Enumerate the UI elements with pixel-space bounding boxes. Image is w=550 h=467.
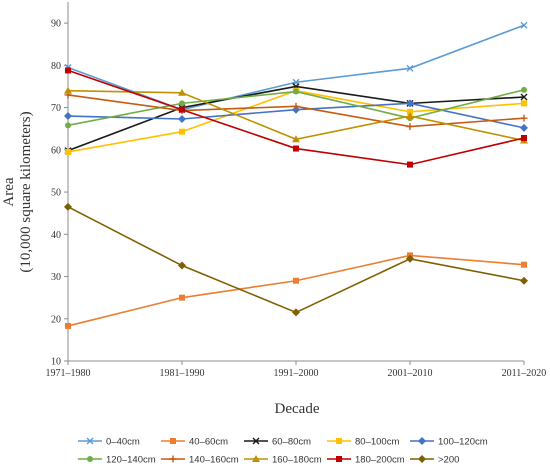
x-tick-label: 1971–1980: [46, 368, 91, 379]
data-point: [65, 322, 71, 329]
y-tick-label: 30: [51, 272, 61, 283]
legend-item: >200: [410, 455, 459, 466]
legend-item: 180–200cm: [327, 455, 405, 466]
data-point: [293, 145, 299, 152]
series: [64, 21, 528, 114]
x-tick-label: 2011–2020: [502, 368, 547, 379]
y-tick-labels: 10 20 30 40 50 60 70 80 90: [51, 19, 68, 368]
legend-swatch-marker: [418, 437, 426, 445]
y-axis-title-line-1: Area: [1, 177, 17, 206]
y-tick-label: 40: [51, 230, 61, 241]
legend-item: 80–100cm: [327, 437, 399, 448]
data-point: [293, 88, 299, 95]
legend-label: 160–180cm: [272, 455, 322, 466]
data-point: [179, 128, 185, 135]
x-tick-label: 1981–1990: [160, 368, 205, 379]
legend-label: 100–120cm: [438, 437, 488, 448]
data-point: [521, 86, 527, 93]
y-tick-label: 20: [51, 314, 61, 325]
data-point: [65, 67, 71, 74]
legend-label: 60–80cm: [272, 437, 311, 448]
data-point: [521, 134, 527, 141]
y-tick-label: 70: [51, 103, 61, 114]
data-point: [520, 114, 528, 122]
legend-swatch-marker: [87, 456, 93, 462]
x-axis-title: Decade: [275, 401, 320, 417]
data-point: [406, 99, 414, 108]
data-point: [292, 135, 300, 143]
y-tick-label: 10: [51, 357, 61, 368]
legend-item: 0–40cm: [78, 437, 140, 448]
series-layer: [64, 21, 528, 329]
data-point: [178, 114, 186, 123]
series-line: [67, 89, 525, 142]
legend-swatch-marker: [252, 455, 260, 462]
y-tick-label: 60: [51, 145, 61, 156]
series: [65, 67, 527, 168]
series-line: [67, 24, 525, 111]
y-tick-label: 50: [51, 188, 61, 199]
legend-label: 80–100cm: [355, 437, 399, 448]
data-point: [520, 21, 528, 29]
data-point: [64, 202, 72, 211]
legend-label: 140–160cm: [189, 455, 239, 466]
legend: 0–40cm 40–60cm 60–80cm 80–100cm 100–120cm 120…: [78, 437, 488, 466]
legend-label: 180–200cm: [355, 455, 405, 466]
legend-item: 40–60cm: [161, 437, 228, 448]
legend-swatch-marker: [169, 455, 177, 463]
y-axis-title: Area (10,000 square kilometers): [1, 111, 34, 272]
y-tick-label: 80: [51, 61, 61, 72]
series: [65, 87, 527, 155]
data-point: [406, 64, 414, 72]
legend-swatch-marker: [170, 438, 176, 444]
legend-swatch-marker: [336, 456, 342, 462]
data-point: [407, 108, 413, 115]
legend-swatch-marker: [252, 437, 260, 445]
data-point: [520, 123, 528, 132]
data-point: [292, 308, 300, 317]
series: [64, 86, 528, 144]
legend-label: 0–40cm: [106, 437, 140, 448]
y-axis-title-line-2: (10,000 square kilometers): [18, 111, 34, 272]
legend-item: 60–80cm: [244, 437, 311, 448]
data-point: [179, 106, 185, 113]
data-point: [293, 277, 299, 284]
series: [64, 202, 528, 317]
legend-item: 120–140cm: [78, 455, 156, 466]
data-point: [520, 276, 528, 285]
data-point: [406, 112, 414, 120]
legend-swatch-marker: [86, 437, 94, 445]
data-point: [520, 93, 528, 101]
data-point: [407, 161, 413, 168]
legend-swatch-marker: [418, 455, 426, 463]
legend-label: 40–60cm: [189, 437, 228, 448]
y-tick-label: 90: [51, 19, 61, 30]
data-point: [406, 123, 414, 131]
legend-swatch-marker: [336, 438, 342, 444]
data-point: [65, 148, 71, 155]
x-tick-label: 1991–2000: [274, 368, 319, 379]
data-point: [292, 102, 300, 110]
data-point: [178, 261, 186, 270]
axes: [67, 2, 524, 362]
data-point: [178, 88, 186, 96]
series-line: [67, 89, 525, 153]
data-point: [64, 112, 72, 121]
data-point: [521, 100, 527, 107]
legend-label: 120–140cm: [106, 455, 156, 466]
legend-item: 100–120cm: [410, 437, 488, 448]
series: [65, 252, 527, 329]
legend-item: 140–160cm: [161, 455, 239, 466]
data-point: [65, 122, 71, 129]
data-point: [179, 100, 185, 107]
data-point: [179, 294, 185, 301]
x-tick-labels: 1971–1980 1981–1990 1991–2000 2001–2010 2011…: [46, 361, 547, 379]
legend-label: >200: [438, 455, 459, 466]
data-point: [406, 254, 414, 263]
legend-item: 160–180cm: [244, 455, 322, 466]
data-point: [64, 86, 72, 94]
data-point: [521, 261, 527, 268]
x-tick-label: 2001–2010: [388, 368, 433, 379]
